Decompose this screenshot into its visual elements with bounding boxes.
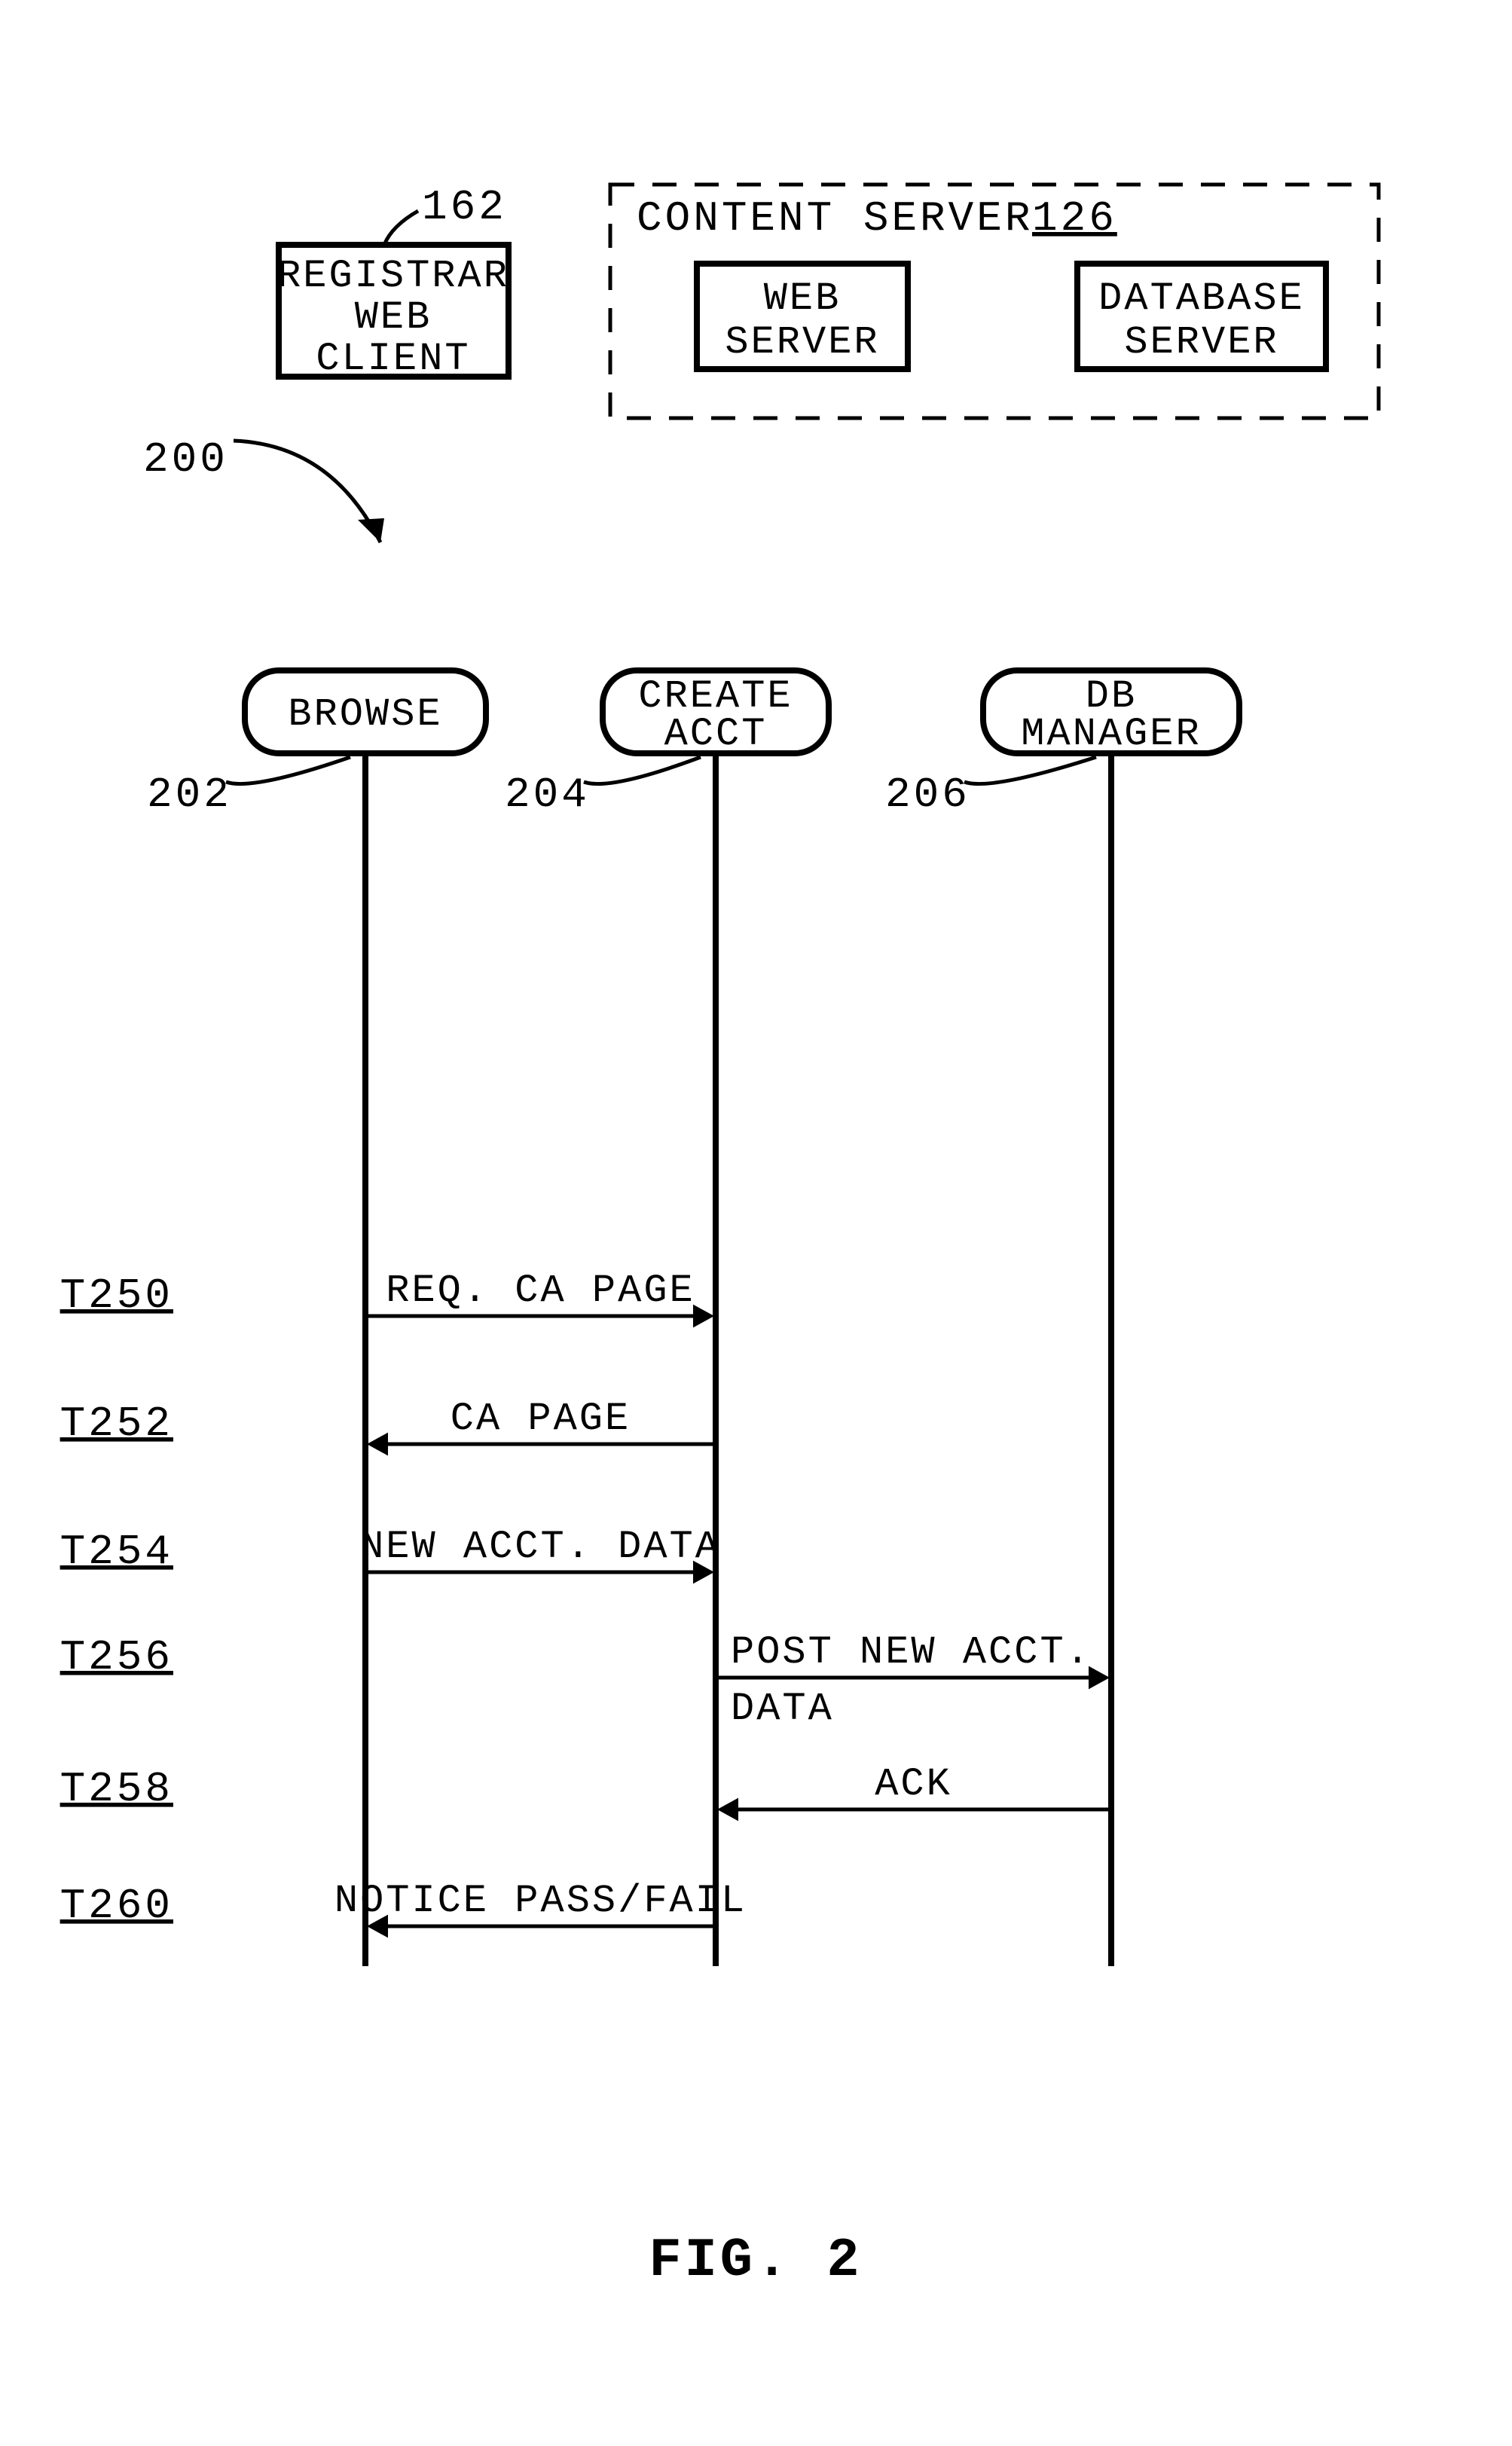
msg-label: NEW ACCT. DATA [360,1525,721,1569]
content-server-group: CONTENT SERVER 126 WEB SERVER DATABASE S… [610,185,1379,418]
svg-text:200: 200 [143,435,228,484]
row-T250: T250 REQ. CA PAGE [60,1269,714,1327]
svg-text:202: 202 [147,771,232,819]
msg-label: ACK [875,1762,952,1806]
row-id: T250 [60,1272,173,1320]
registrar-line1: REGISTRAR [277,254,509,298]
content-server-title: CONTENT SERVER [637,194,1033,243]
figure-label: FIG. 2 [649,2230,862,2292]
registrar-box: REGISTRAR WEB CLIENT [277,245,509,381]
svg-text:SERVER: SERVER [1124,320,1278,365]
msg-label: NOTICE PASS/FAIL [334,1879,747,1923]
msg-label-2: DATA [731,1687,834,1731]
svg-text:162: 162 [422,183,507,231]
registrar-line3: CLIENT [316,337,470,381]
row-id: T254 [60,1528,173,1576]
row-id: T258 [60,1765,173,1813]
svg-text:BROWSE: BROWSE [288,692,442,737]
row-id: T256 [60,1633,173,1681]
sequence-diagram: REGISTRAR WEB CLIENT 162 CONTENT SERVER … [0,0,1512,2446]
registrar-line2: WEB [355,295,432,340]
svg-text:204: 204 [505,771,590,819]
ref-200: 200 [143,435,384,542]
row-T254: T254 NEW ACCT. DATA [60,1525,721,1583]
svg-text:DATABASE: DATABASE [1098,276,1305,321]
lifeline-browse: BROWSE 202 [147,670,486,1966]
row-id: T252 [60,1400,173,1448]
svg-text:ACCT: ACCT [664,712,768,756]
row-T258: T258 ACK [60,1762,1111,1821]
row-T256: T256 POST NEW ACCT. DATA [60,1630,1110,1731]
database-server-box: DATABASE SERVER [1077,264,1326,369]
lifeline-create: CREATEACCT204 [505,670,829,1966]
msg-label: REQ. CA PAGE [386,1269,695,1313]
svg-text:SERVER: SERVER [725,320,879,365]
row-id: T260 [60,1882,173,1930]
svg-text:206: 206 [885,771,970,819]
content-server-ref: 126 [1032,194,1117,243]
row-T252: T252 CA PAGE [60,1397,716,1455]
svg-text:WEB: WEB [764,276,842,321]
msg-label: CA PAGE [451,1397,631,1441]
web-server-box: WEB SERVER [697,264,908,369]
msg-label: POST NEW ACCT. [731,1630,1092,1675]
svg-text:MANAGER: MANAGER [1021,712,1201,756]
ref-162: 162 [384,183,507,245]
row-T260: T260 NOTICE PASS/FAIL [60,1879,747,1938]
